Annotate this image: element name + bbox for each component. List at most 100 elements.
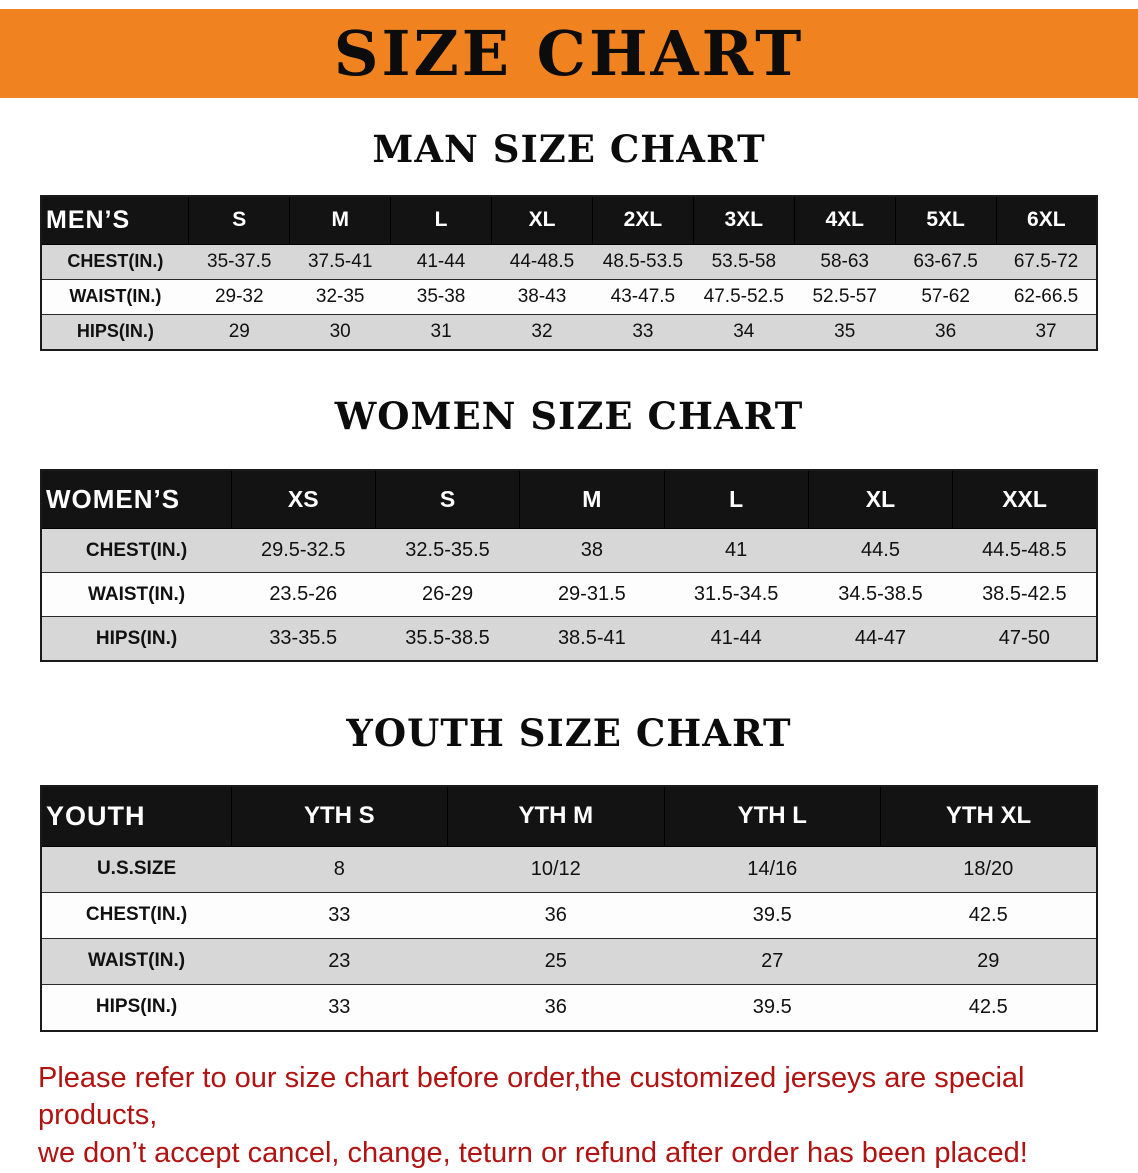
measurement-label: HIPS(IN.): [41, 313, 189, 351]
size-value: 29: [880, 937, 1097, 985]
size-value: 44.5-48.5: [952, 528, 1097, 574]
measurement-label: WAIST(IN.): [41, 278, 189, 315]
header-row: WOMEN’S XS S M L XL XXL: [40, 469, 1098, 530]
size-value: 39.5: [664, 983, 881, 1032]
size-value: 41-44: [664, 616, 809, 662]
women-size-table: WOMEN’S XS S M L XL XXL CHEST(IN.) 29.5-32.5 32.5…: [40, 469, 1098, 663]
size-value: 33-35.5: [231, 616, 376, 662]
measurement-row: WAIST(IN.) 23 25 27 29: [41, 937, 1097, 985]
size-column-header: S: [188, 195, 291, 245]
size-value: 67.5-72: [996, 243, 1097, 280]
youth-size-section: YOUTH SIZE CHART YOUTH YTH S YTH M YTH L YTH…: [0, 712, 1138, 1032]
size-value: 33: [231, 983, 448, 1032]
size-value: 63-67.5: [895, 243, 997, 280]
size-column-header: M: [289, 195, 392, 245]
size-column-header: 5XL: [894, 195, 997, 245]
table-title-cell: YOUTH: [40, 785, 232, 847]
size-value: 38.5-42.5: [952, 572, 1097, 618]
size-value: 36: [447, 891, 665, 939]
size-chart-page: SIZE CHART MAN SIZE CHART MEN’S S M L XL 2XL 3…: [0, 9, 1138, 1173]
measurement-label: WAIST(IN.): [41, 572, 232, 618]
size-value: 47-50: [952, 616, 1097, 662]
size-value: 29-32: [188, 278, 290, 315]
size-value: 33: [592, 313, 694, 351]
banner: SIZE CHART: [0, 9, 1138, 98]
measurement-row: U.S.SIZE 8 10/12 14/16 18/20: [41, 845, 1097, 893]
measurement-label: HIPS(IN.): [41, 616, 232, 662]
measurement-row: WAIST(IN.) 29-32 32-35 35-38 38-43 43-47.5 47.…: [41, 278, 1097, 315]
measurement-label: HIPS(IN.): [41, 983, 232, 1032]
size-column-header: 4XL: [793, 195, 896, 245]
men-size-table: MEN’S S M L XL 2XL 3XL 4XL 5XL 6XL CHEST(IN.) 35-37…: [40, 194, 1098, 351]
size-value: 36: [447, 983, 665, 1032]
size-value: 44.5: [808, 528, 953, 574]
measurement-row: HIPS(IN.) 33-35.5 35.5-38.5 38.5-41 41-44 44-…: [41, 616, 1097, 662]
measurement-label: CHEST(IN.): [41, 528, 232, 574]
disclaimer-footer: Please refer to our size chart before or…: [0, 1060, 1138, 1173]
size-value: 37: [996, 313, 1097, 351]
size-value: 41-44: [390, 243, 492, 280]
size-value: 35-37.5: [188, 243, 290, 280]
disclaimer-line-1: Please refer to our size chart before or…: [38, 1061, 1025, 1132]
size-value: 41: [664, 528, 809, 574]
size-value: 33: [231, 891, 448, 939]
measurement-row: HIPS(IN.) 33 36 39.5 42.5: [41, 983, 1097, 1032]
size-value: 43-47.5: [592, 278, 694, 315]
size-column-header: XL: [807, 469, 954, 530]
size-value: 44-47: [808, 616, 953, 662]
women-section-title: WOMEN SIZE CHART: [334, 393, 804, 438]
measurement-row: CHEST(IN.) 35-37.5 37.5-41 41-44 44-48.5 48.5…: [41, 243, 1097, 280]
size-value: 42.5: [880, 983, 1097, 1032]
size-column-header: L: [390, 195, 493, 245]
men-size-section: MAN SIZE CHART MEN’S S M L XL 2XL 3XL 4XL 5XL 6XL…: [0, 128, 1138, 351]
size-column-header: L: [663, 469, 809, 530]
size-column-header: YTH M: [447, 785, 665, 847]
table-title-cell: MEN’S: [40, 195, 190, 245]
measurement-row: WAIST(IN.) 23.5-26 26-29 29-31.5 31.5-34.5 34…: [41, 572, 1097, 618]
size-value: 48.5-53.5: [592, 243, 694, 280]
size-value: 31.5-34.5: [664, 572, 809, 618]
disclaimer-text: Please refer to our size chart before or…: [38, 1060, 1100, 1173]
measurement-row: CHEST(IN.) 29.5-32.5 32.5-35.5 38 41 44.5 44.5…: [41, 528, 1097, 574]
size-column-header: YTH S: [230, 785, 449, 847]
size-value: 32.5-35.5: [375, 528, 520, 574]
size-column-header: YTH L: [663, 785, 881, 847]
size-value: 23.5-26: [231, 572, 376, 618]
size-value: 57-62: [895, 278, 997, 315]
size-value: 38.5-41: [519, 616, 665, 662]
size-value: 52.5-57: [794, 278, 896, 315]
header-row: MEN’S S M L XL 2XL 3XL 4XL 5XL 6XL: [40, 195, 1098, 245]
size-column-header: 3XL: [692, 195, 795, 245]
size-value: 31: [390, 313, 492, 351]
size-value: 35-38: [390, 278, 492, 315]
size-value: 62-66.5: [996, 278, 1097, 315]
size-value: 29: [188, 313, 290, 351]
size-value: 14/16: [664, 845, 881, 893]
size-value: 35.5-38.5: [375, 616, 520, 662]
size-value: 25: [447, 937, 665, 985]
header-row: YOUTH YTH S YTH M YTH L YTH XL: [40, 785, 1098, 847]
men-section-title: MAN SIZE CHART: [372, 127, 766, 171]
measurement-row: HIPS(IN.) 29 30 31 32 33 34 35 36 37: [41, 313, 1097, 351]
size-value: 10/12: [447, 845, 665, 893]
size-column-header: 2XL: [591, 195, 694, 245]
measurement-row: CHEST(IN.) 33 36 39.5 42.5: [41, 891, 1097, 939]
size-column-header: YTH XL: [879, 785, 1098, 847]
measurement-label: WAIST(IN.): [41, 937, 232, 985]
size-value: 42.5: [880, 891, 1097, 939]
size-column-header: M: [519, 469, 665, 530]
size-column-header: XXL: [952, 469, 1098, 530]
size-column-header: 6XL: [995, 195, 1098, 245]
size-value: 29-31.5: [519, 572, 665, 618]
size-value: 44-48.5: [491, 243, 593, 280]
size-value: 26-29: [375, 572, 520, 618]
size-value: 35: [794, 313, 896, 351]
size-value: 23: [231, 937, 448, 985]
size-value: 8: [231, 845, 448, 893]
size-value: 37.5-41: [289, 243, 391, 280]
size-value: 58-63: [794, 243, 896, 280]
size-value: 27: [664, 937, 881, 985]
size-column-header: XS: [230, 469, 376, 530]
size-value: 34.5-38.5: [808, 572, 953, 618]
size-value: 32: [491, 313, 593, 351]
